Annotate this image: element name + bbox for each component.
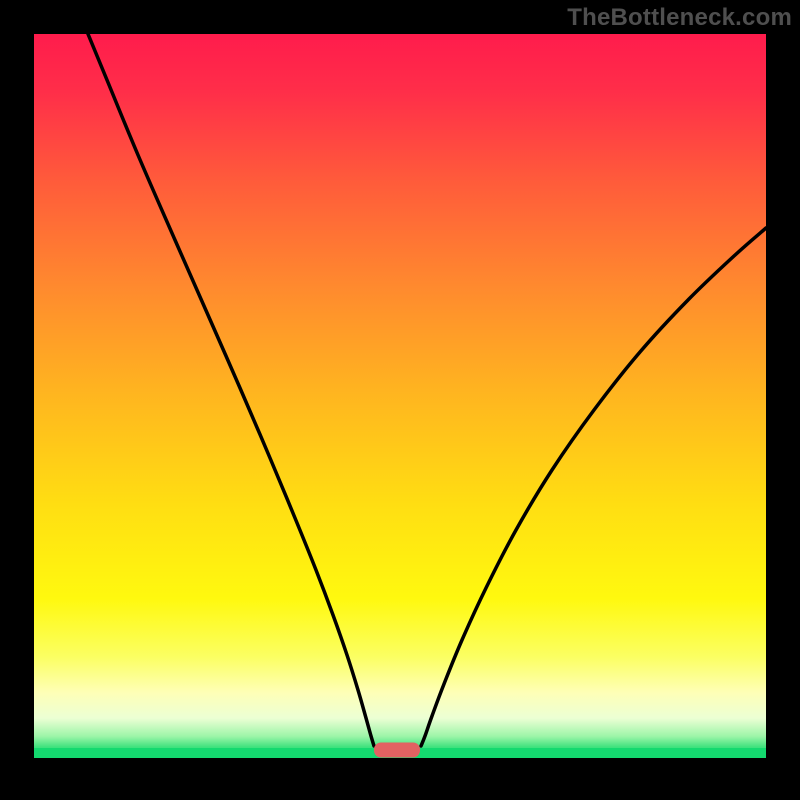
watermark-text: TheBottleneck.com <box>567 4 792 32</box>
bottleneck-chart <box>0 0 800 800</box>
plot-background-gradient <box>34 34 766 758</box>
chart-container: TheBottleneck.com <box>0 0 800 800</box>
optimal-marker <box>374 743 420 758</box>
